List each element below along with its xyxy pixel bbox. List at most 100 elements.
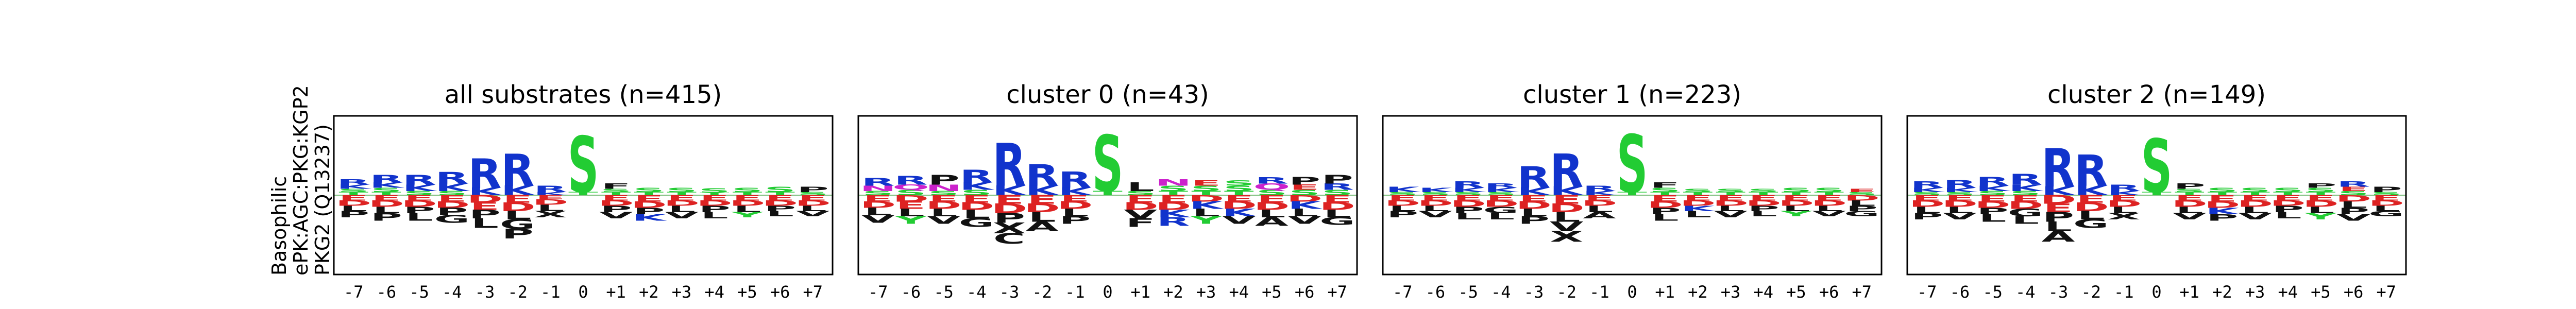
x-tick-label: +5 — [737, 282, 757, 302]
logo-letter: T — [2175, 191, 2205, 196]
x-tick-label: +6 — [1819, 282, 1839, 302]
logo-letter: P — [2206, 213, 2238, 223]
x-tick-label: -3 — [475, 282, 495, 302]
logo-letter: K — [2009, 183, 2044, 193]
logo-letter: P — [2337, 206, 2369, 216]
logo-letter: K — [435, 182, 471, 194]
x-tick-label: -1 — [2114, 282, 2134, 302]
logo-letter: N — [860, 184, 896, 193]
logo-letter: L — [1946, 205, 1974, 215]
logo-letter: S — [666, 186, 698, 193]
logo-letter: Y — [2304, 212, 2337, 222]
logo-letter: D — [1319, 200, 1355, 212]
logo-letter: E — [1814, 194, 1844, 202]
logo-letter: L — [1815, 204, 1843, 213]
logo-letter: V — [599, 211, 633, 221]
logo-letter: T — [2240, 191, 2270, 196]
logo-letter: L — [1258, 208, 1286, 220]
logo-letter: D — [335, 199, 371, 208]
logo-letter: L — [897, 207, 925, 219]
logo-letter: D — [1483, 199, 1519, 209]
logo-letter: D — [1713, 199, 1749, 208]
x-tick-label: +1 — [606, 282, 626, 302]
logo-letter: L — [2176, 205, 2204, 215]
logo-letter: E — [1323, 193, 1352, 205]
logo-letter: K — [1386, 185, 1421, 194]
logo-letter: V — [2238, 212, 2272, 222]
logo-letter: S — [1682, 188, 1714, 193]
logo-letter: X — [992, 220, 1026, 237]
logo-letter: D — [368, 199, 404, 209]
logo-letter: D — [729, 199, 765, 208]
logo-letter: N — [1155, 178, 1192, 188]
logo-letter: G — [959, 216, 994, 230]
logo-letter: E — [2338, 185, 2368, 192]
logo-panel-1: cluster 0 (n=43)SNREDLV-7SQRDELY-6SNPEDL… — [857, 80, 1358, 302]
logo-letter: R — [1583, 184, 1616, 193]
logo-letter: D — [2335, 194, 2371, 204]
x-tick-label: +6 — [1295, 282, 1315, 302]
panel-frame — [1382, 115, 1883, 276]
logo-letter: E — [1257, 193, 1287, 205]
logo-letter: S — [436, 190, 468, 197]
logo-letter: S — [862, 190, 894, 197]
logo-letter: V — [1812, 210, 1846, 218]
logo-letter: D — [1057, 199, 1093, 211]
logo-letter: S — [1256, 188, 1287, 197]
x-tick-label: -2 — [507, 282, 528, 302]
logo-letter: E — [2175, 194, 2205, 202]
logo-letter: S — [1911, 191, 1943, 196]
logo-letter: E — [863, 194, 893, 204]
logo-letter: F — [1650, 181, 1680, 190]
x-tick-label: +3 — [1721, 282, 1741, 302]
logo-letter: T — [1650, 191, 1680, 196]
x-tick-label: +1 — [1130, 282, 1150, 302]
logo-letter: K — [1910, 186, 1946, 193]
logo-letter: V — [1943, 212, 1976, 222]
logo-letter: D — [1581, 199, 1617, 208]
logo-letter: S — [2207, 186, 2238, 193]
logo-letter: K — [468, 186, 503, 198]
logo-letter: S — [1289, 188, 1320, 197]
logo-letter: T — [700, 192, 730, 196]
logo-letter: Q — [892, 183, 929, 192]
logo-letter: D — [2368, 199, 2404, 208]
logo-letter: K — [632, 213, 667, 223]
logo-letter: E — [1847, 188, 1877, 193]
logo-letter: L — [1421, 204, 1449, 213]
logo-letter: E — [2208, 194, 2238, 204]
x-tick-label: +2 — [639, 282, 659, 302]
logo-letter: V — [1418, 210, 1452, 220]
logo-letter: V — [2173, 212, 2206, 222]
logo-letter: R — [1255, 176, 1289, 186]
logo-letter: V — [1287, 214, 1321, 226]
x-tick-label: -2 — [1032, 282, 1052, 302]
logo-letter: S — [895, 188, 927, 197]
logo-letter: V — [2336, 213, 2370, 223]
logo-letter: R — [369, 173, 403, 185]
x-tick-label: -6 — [1950, 282, 1970, 302]
logo-letter: S — [1977, 190, 2008, 197]
x-tick-label: +5 — [2311, 282, 2331, 302]
logo-letter: D — [1123, 200, 1159, 212]
logo-letter: L — [1651, 213, 1679, 223]
logo-letter: R — [1451, 180, 1485, 190]
logo-letter: S — [1387, 191, 1418, 196]
logo-letter: T — [601, 191, 631, 196]
logo-letter: E — [404, 194, 434, 202]
logo-letter: R — [1058, 167, 1092, 193]
logo-letter: L — [1454, 212, 1482, 222]
logo-letter: R — [960, 166, 993, 187]
logo-letter: D — [795, 199, 831, 208]
logo-letter: E — [1126, 193, 1156, 205]
logo-letter: E — [503, 193, 533, 205]
logo-letter: D — [958, 200, 994, 212]
logo-letter: E — [1224, 194, 1254, 204]
logo-letter: F — [601, 182, 631, 191]
panel-title: cluster 1 (n=223) — [1523, 80, 1741, 109]
logo-letter: K — [1451, 186, 1487, 193]
logo-letter: E — [1749, 194, 1778, 202]
logo-letter: L — [1324, 208, 1351, 220]
x-tick-label: +3 — [1196, 282, 1216, 302]
logo-letter: R — [402, 173, 436, 188]
